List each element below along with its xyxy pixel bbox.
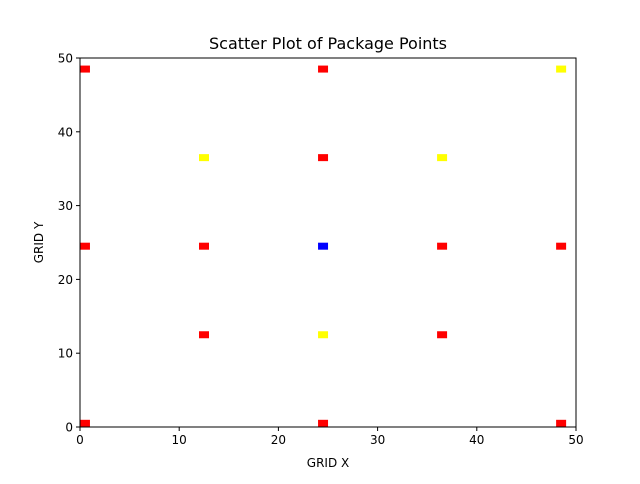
data-point (318, 331, 329, 339)
data-point (79, 65, 90, 73)
x-tick-label: 20 (271, 433, 286, 447)
data-point (318, 154, 329, 162)
y-tick-label: 30 (58, 199, 73, 213)
x-axis-ticks: 0 10 20 30 40 50 (76, 427, 584, 447)
data-point (437, 331, 448, 339)
data-point (79, 419, 90, 427)
chart-title: Scatter Plot of Package Points (209, 34, 447, 53)
plot-frame (79, 57, 577, 428)
y-axis-label: GRID Y (32, 221, 46, 263)
x-tick-label: 30 (370, 433, 385, 447)
data-point (199, 242, 209, 250)
y-tick-label: 0 (65, 421, 73, 435)
points-layer (79, 65, 567, 427)
x-tick-label: 10 (172, 433, 187, 447)
data-point (318, 242, 329, 250)
data-point (79, 242, 90, 250)
y-tick-label: 40 (58, 125, 73, 139)
data-point (199, 331, 209, 339)
data-point (318, 419, 329, 427)
data-point (437, 154, 448, 162)
x-axis-label: GRID X (307, 456, 349, 470)
y-axis-ticks: 0 10 20 30 40 50 (58, 52, 80, 435)
x-tick-label: 40 (469, 433, 484, 447)
data-point (437, 242, 448, 250)
y-tick-label: 10 (58, 347, 73, 361)
y-tick-label: 20 (58, 273, 73, 287)
x-tick-label: 50 (568, 433, 583, 447)
data-point (318, 65, 329, 73)
x-tick-label: 0 (76, 433, 84, 447)
data-point (199, 154, 209, 162)
data-point (556, 65, 567, 73)
data-point (556, 242, 567, 250)
data-point (556, 419, 567, 427)
y-tick-label: 50 (58, 52, 73, 66)
